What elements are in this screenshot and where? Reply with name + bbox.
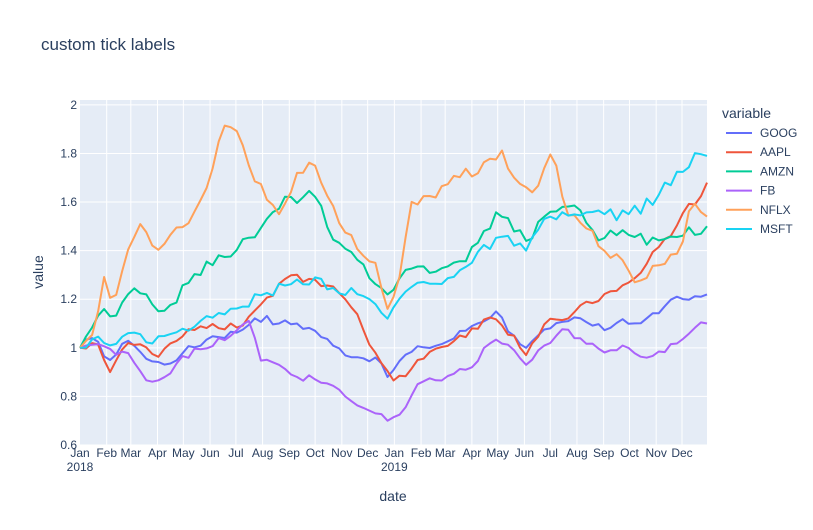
x-tick-label: Mar — [120, 446, 141, 460]
x-tick-label: Nov — [331, 446, 352, 460]
x-tick-label: Nov — [646, 446, 667, 460]
x-tick-label: Jan — [385, 446, 404, 460]
legend-label-fb[interactable]: FB — [760, 184, 775, 198]
legend-title: variable — [722, 105, 771, 121]
series-line-goog — [79, 293, 708, 378]
x-tick-label: Jun — [200, 446, 219, 460]
x-tick-label: Dec — [671, 446, 692, 460]
series-line-msft — [79, 152, 708, 349]
x-tick-label: Mar — [435, 446, 456, 460]
series-line-amzn — [79, 189, 708, 349]
legend-label-nflx[interactable]: NFLX — [760, 203, 791, 217]
series-lines — [79, 124, 708, 422]
plot-area — [80, 100, 707, 445]
y-tick-label: 0.8 — [60, 389, 77, 403]
y-tick-label: 0.6 — [60, 438, 77, 452]
x-tick-label: May — [172, 446, 195, 460]
legend-label-goog[interactable]: GOOG — [760, 126, 797, 140]
y-tick-label: 2 — [70, 98, 77, 112]
x-tick-label: Apr — [148, 446, 167, 460]
x-tick-label: Feb — [96, 446, 117, 460]
x-tick-label: Apr — [463, 446, 482, 460]
legend: variable GOOG AAPL AMZN FB NFLX MSFT — [722, 105, 797, 236]
y-axis-title: value — [30, 255, 46, 289]
y-tick-label: 1.4 — [60, 244, 77, 258]
x-tick-label: Dec — [357, 446, 378, 460]
y-tick-label: 1.2 — [60, 292, 77, 306]
x-tick-label: Jul — [228, 446, 243, 460]
x-tick-label: Feb — [411, 446, 432, 460]
x-tick-year-label: 2018 — [67, 460, 94, 474]
x-tick-label: Oct — [306, 446, 325, 460]
y-tick-label: 1.8 — [60, 146, 77, 160]
x-tick-label: Jan — [70, 446, 89, 460]
x-tick-label: Jun — [515, 446, 534, 460]
legend-label-amzn[interactable]: AMZN — [760, 164, 794, 178]
y-tick-label: 1 — [70, 341, 77, 355]
x-axis-title: date — [379, 488, 406, 504]
series-line-fb — [79, 319, 708, 422]
x-tick-label: Sep — [279, 446, 301, 460]
x-tick-label: Aug — [252, 446, 273, 460]
legend-label-msft[interactable]: MSFT — [760, 222, 793, 236]
x-tick-label: Oct — [620, 446, 639, 460]
x-tick-label: Aug — [566, 446, 587, 460]
x-tick-label: May — [486, 446, 509, 460]
x-tick-year-label: 2019 — [381, 460, 408, 474]
x-tick-label: Sep — [593, 446, 615, 460]
chart-title: custom tick labels — [41, 35, 175, 54]
x-tick-label: Jul — [543, 446, 558, 460]
y-tick-label: 1.6 — [60, 195, 77, 209]
series-line-nflx — [79, 124, 708, 349]
legend-label-aapl[interactable]: AAPL — [760, 145, 791, 159]
series-line-aapl — [79, 182, 708, 382]
